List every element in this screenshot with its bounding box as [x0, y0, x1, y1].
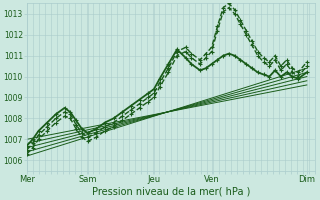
X-axis label: Pression niveau de la mer( hPa ): Pression niveau de la mer( hPa )	[92, 187, 251, 197]
